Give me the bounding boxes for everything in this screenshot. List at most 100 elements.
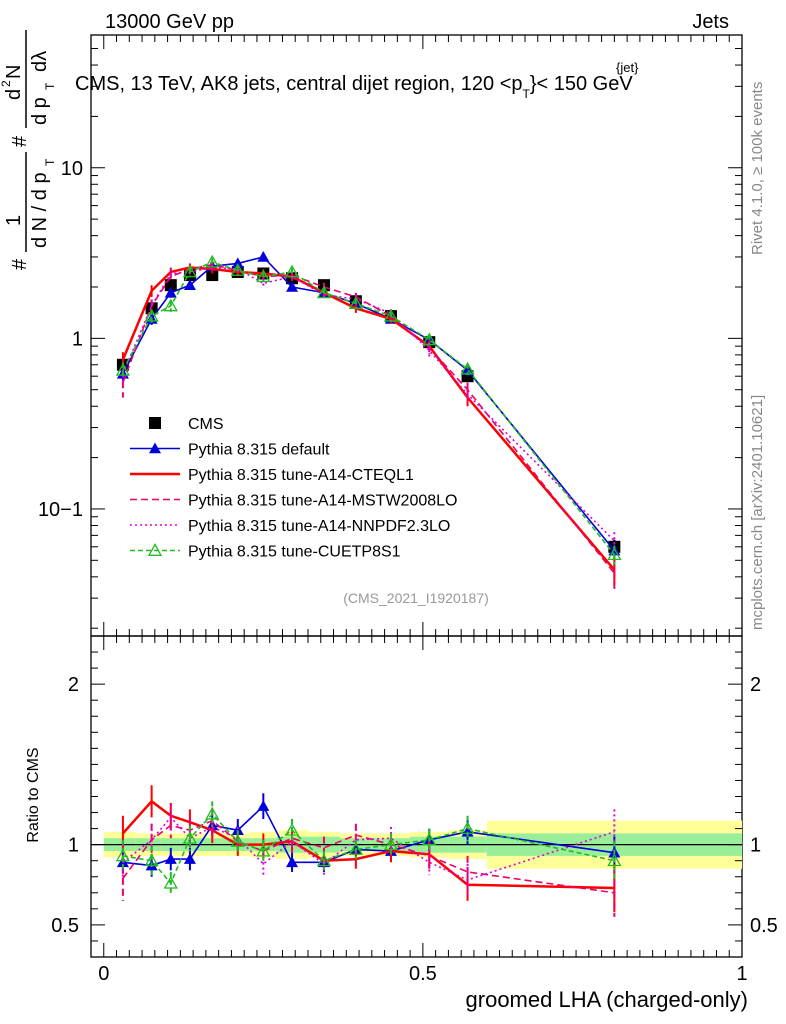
rivet-label: Rivet 4.1.0, ≥ 100k events bbox=[749, 82, 766, 255]
data-point-square bbox=[149, 417, 161, 429]
data-point-triangle-open bbox=[256, 843, 271, 857]
data-point-triangle bbox=[286, 280, 299, 292]
legend-label: Pythia 8.315 tune-A14-NNPDF2.3LO bbox=[188, 518, 450, 535]
data-point-triangle-open bbox=[230, 834, 245, 847]
series-line bbox=[122, 819, 615, 894]
data-point-triangle bbox=[257, 800, 270, 811]
data-point-triangle-open bbox=[205, 806, 220, 820]
legend-label: Pythia 8.315 tune-A14-MSTW2008LO bbox=[188, 493, 457, 510]
plot-title-sub: T bbox=[523, 87, 531, 101]
main-y-tick-label: 1 bbox=[72, 328, 83, 350]
y-axis-label-main: # 1 d N / d p T # d 2 N d p T dλ bbox=[0, 30, 57, 270]
legend-label: Pythia 8.315 default bbox=[188, 442, 330, 459]
y-label-dpT: d p bbox=[29, 97, 51, 125]
y-label-hash1: # bbox=[9, 258, 31, 270]
x-axis-label: groomed LHA (charged-only) bbox=[466, 987, 748, 1012]
y-label-dlam: dλ bbox=[29, 51, 51, 72]
ratio-y-tick-label: 2 bbox=[68, 674, 79, 696]
ratio-x-tick-label: 1 bbox=[736, 963, 747, 985]
data-point-triangle-open bbox=[422, 832, 437, 846]
y-axis-label-ratio: Ratio to CMS bbox=[25, 747, 42, 842]
data-point-triangle-open bbox=[256, 269, 271, 283]
legend-label: CMS bbox=[188, 416, 224, 433]
data-point-triangle bbox=[183, 853, 196, 864]
data-point-triangle bbox=[231, 824, 244, 836]
ratio-y-tick-label-right: 2 bbox=[750, 674, 761, 696]
data-point-triangle-open bbox=[607, 547, 622, 561]
legend-item: Pythia 8.315 tune-A14-MSTW2008LO bbox=[130, 493, 457, 510]
y-label-hash2: # bbox=[9, 135, 31, 147]
data-point-triangle-open bbox=[182, 830, 198, 844]
header-right: Jets bbox=[692, 11, 729, 33]
series-line bbox=[122, 261, 615, 556]
y-label-num-N: N bbox=[3, 65, 25, 79]
data-point-triangle-open bbox=[230, 263, 245, 276]
data-point-triangle bbox=[286, 856, 299, 868]
ratio-series-group bbox=[115, 785, 622, 917]
legend-item: Pythia 8.315 tune-A14-NNPDF2.3LO bbox=[130, 518, 450, 535]
series-pythia-8-315-tune-cuetp8s1 bbox=[115, 801, 622, 895]
legend-item: Pythia 8.315 tune-CUETP8S1 bbox=[130, 543, 401, 561]
axis-ticks: 10−1 1 10 0 0.5 1 0.5 0.5 1 1 2 2 bbox=[38, 34, 778, 985]
data-point-triangle-open bbox=[460, 361, 475, 375]
data-point-triangle-open bbox=[115, 362, 131, 376]
data-point-triangle-open bbox=[205, 254, 220, 268]
data-point-triangle-open bbox=[316, 285, 332, 299]
y-label-sup2: 2 bbox=[0, 80, 13, 87]
data-point-triangle-open bbox=[284, 822, 300, 836]
ratio-x-tick-label: 0.5 bbox=[409, 963, 437, 985]
data-point-triangle bbox=[149, 442, 161, 454]
series-pythia-8-315-tune-cuetp8s1 bbox=[115, 254, 622, 565]
data-point-triangle bbox=[164, 286, 177, 298]
series-line bbox=[122, 812, 615, 885]
main-y-tick-label: 10−1 bbox=[38, 499, 83, 521]
data-point-triangle-open bbox=[163, 298, 178, 312]
data-point-triangle-open bbox=[182, 264, 198, 278]
ratio-y-tick-label-right: 0.5 bbox=[750, 915, 778, 937]
data-point-triangle-open bbox=[460, 821, 475, 835]
legend: CMS Pythia 8.315 default Pythia 8.315 tune… bbox=[130, 416, 457, 561]
legend-item: Pythia 8.315 tune-A14-CTEQL1 bbox=[130, 467, 414, 484]
data-point-triangle-open bbox=[115, 848, 131, 862]
series-line bbox=[122, 263, 615, 574]
y-label-sub-t: T bbox=[43, 158, 57, 166]
ratio-uncertainty-bands bbox=[91, 820, 742, 869]
data-point-triangle bbox=[231, 257, 244, 269]
data-point-triangle-open bbox=[607, 853, 622, 867]
ratio-x-tick-label: 0 bbox=[98, 963, 109, 985]
y-label-sub-t2: T bbox=[43, 82, 57, 90]
ratio-panel-frame bbox=[90, 635, 743, 958]
plot-title-end: }< 150 GeV bbox=[530, 73, 634, 95]
data-point-triangle-open bbox=[348, 842, 363, 855]
series-pythia-8-315-default bbox=[116, 250, 621, 559]
ratio-y-tick-label: 0.5 bbox=[51, 915, 79, 937]
data-point-triangle bbox=[183, 279, 196, 290]
series-line bbox=[122, 256, 615, 552]
legend-item: CMS bbox=[149, 416, 224, 433]
series-line bbox=[122, 816, 615, 881]
reference-label: (CMS_2021_I1920187) bbox=[343, 590, 489, 606]
plot-title-main: CMS, 13 TeV, AK8 jets, central dijet reg… bbox=[75, 73, 523, 95]
data-point-triangle-open bbox=[383, 308, 399, 322]
plot-title-sup: {jet} bbox=[616, 60, 639, 75]
main-y-tick-label: 10 bbox=[61, 158, 83, 180]
mcplots-label: mcplots.cern.ch [arXiv:2401.10621] bbox=[749, 395, 766, 630]
data-point-triangle-open bbox=[316, 853, 332, 867]
data-point-triangle-open bbox=[147, 543, 163, 556]
data-point-triangle-open bbox=[422, 332, 437, 346]
data-point-triangle-open bbox=[144, 853, 159, 867]
legend-label: Pythia 8.315 tune-CUETP8S1 bbox=[188, 544, 401, 561]
data-point-triangle-open bbox=[284, 264, 300, 278]
ratio-y-tick-label-right: 1 bbox=[750, 835, 761, 857]
legend-label: Pythia 8.315 tune-A14-CTEQL1 bbox=[188, 467, 414, 484]
ratio-y-tick-label: 1 bbox=[68, 835, 79, 857]
data-point-triangle bbox=[257, 250, 270, 262]
y-label-num-d: d bbox=[3, 89, 25, 100]
header-left: 13000 GeV pp bbox=[105, 11, 234, 33]
data-point-triangle-open bbox=[348, 296, 363, 309]
data-point-square bbox=[145, 302, 158, 315]
y-label-denom: d N / d p bbox=[29, 172, 51, 248]
data-point-triangle-open bbox=[163, 875, 178, 889]
y-label-one: 1 bbox=[3, 215, 25, 226]
